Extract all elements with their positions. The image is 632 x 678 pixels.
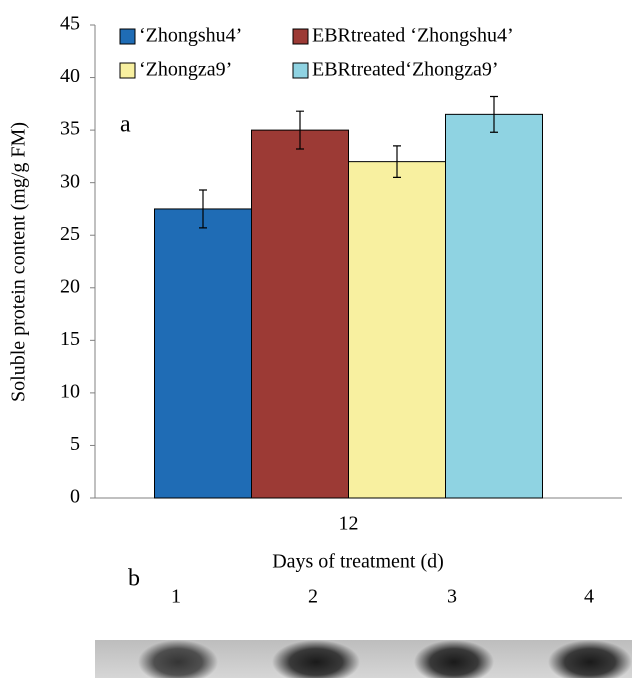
legend-swatch (293, 29, 308, 44)
lane-label: 2 (308, 586, 318, 608)
y-tick-label: 5 (70, 433, 80, 455)
legend-swatch (120, 29, 135, 44)
figure: a Soluble protein content (mg/g FM) Days… (0, 0, 632, 678)
bar (252, 130, 349, 498)
lane-label: 4 (584, 586, 594, 608)
y-tick-label: 0 (70, 486, 80, 508)
legend-label: EBRtreated‘Zhongza9’ (312, 59, 499, 81)
legend-label: ‘Zhongshu4’ (139, 25, 242, 47)
y-tick-label: 20 (60, 275, 80, 297)
panel-label: a (120, 112, 131, 138)
bar (349, 162, 446, 498)
y-tick-label: 15 (60, 328, 80, 350)
y-axis-label: Soluble protein content (mg/g FM) (8, 122, 30, 402)
y-tick-label: 45 (60, 13, 80, 35)
bar (446, 114, 543, 498)
legend-label: ‘Zhongza9’ (139, 59, 232, 81)
lane-label: 3 (447, 586, 457, 608)
y-tick-label: 35 (60, 118, 80, 140)
y-tick-label: 40 (60, 65, 80, 87)
legend-label: EBRtreated ‘Zhongshu4’ (312, 25, 514, 47)
y-tick-label: 30 (60, 170, 80, 192)
legend-swatch (120, 63, 135, 78)
y-tick-label: 25 (60, 223, 80, 245)
y-tick-label: 10 (60, 380, 80, 402)
gel-image (95, 640, 632, 678)
legend-swatch (293, 63, 308, 78)
panel-label: b (128, 566, 140, 592)
bar (155, 209, 252, 498)
lane-label: 1 (171, 586, 181, 608)
x-tick-label: 12 (339, 513, 359, 535)
x-axis-label: Days of treatment (d) (272, 551, 444, 573)
